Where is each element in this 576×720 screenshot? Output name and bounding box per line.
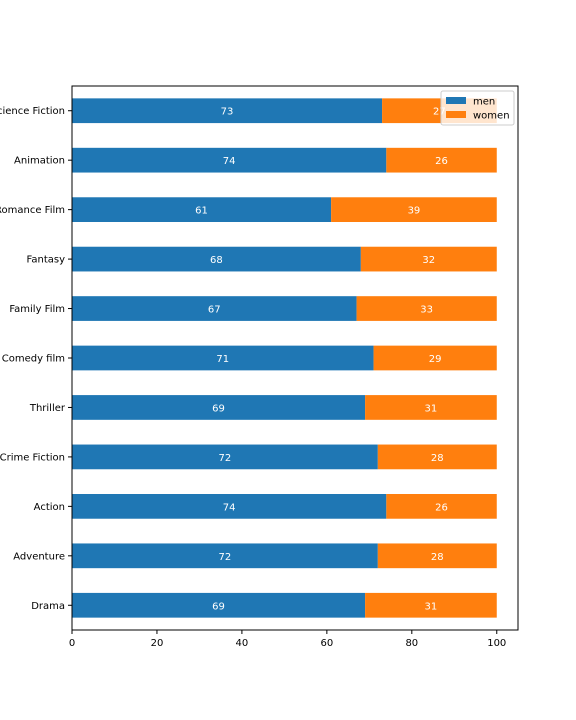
bar-value-label: 39 xyxy=(408,206,421,217)
bar-women xyxy=(356,296,497,321)
x-tick-label: 80 xyxy=(405,638,418,649)
bar-value-label: 26 xyxy=(435,502,448,513)
bar-women xyxy=(377,444,497,470)
bar-value-label: 29 xyxy=(429,354,442,365)
bar-value-label: 31 xyxy=(425,601,438,612)
x-tick-label: 0 xyxy=(69,638,75,649)
bar-men xyxy=(72,444,378,470)
bar-value-label: 71 xyxy=(216,354,229,365)
bar-value-label: 74 xyxy=(223,156,236,167)
bar-men xyxy=(72,494,387,519)
y-tick-label: Science Fiction xyxy=(0,106,65,117)
bar-men xyxy=(72,98,383,124)
bar-value-label: 28 xyxy=(431,552,444,563)
bar-value-label: 73 xyxy=(221,107,234,118)
legend-swatch-women xyxy=(446,111,466,118)
y-tick-label: Animation xyxy=(14,156,65,167)
bar-value-label: 72 xyxy=(219,552,232,563)
bar-men xyxy=(72,147,387,173)
x-tick-label: 60 xyxy=(320,638,333,649)
y-axis: Drama Adventure Action Crime Fiction Thrille… xyxy=(0,106,72,612)
y-tick-label: Family Film xyxy=(9,304,65,315)
x-tick-label: 40 xyxy=(236,638,249,649)
bar-value-label: 33 xyxy=(420,305,433,316)
bar-men xyxy=(72,197,332,222)
bar-value-label: 69 xyxy=(212,601,225,612)
bar-value-label: 74 xyxy=(223,502,236,513)
y-tick-label: Fantasy xyxy=(27,255,66,266)
bar-value-label: 32 xyxy=(422,255,435,266)
bar-men xyxy=(72,246,361,272)
legend-swatch-men xyxy=(446,97,466,104)
bar-women xyxy=(331,197,497,222)
bar-value-label: 28 xyxy=(431,453,444,464)
bar-women xyxy=(360,246,497,272)
bar-men xyxy=(72,296,357,321)
bar-value-label: 27 xyxy=(433,107,446,118)
y-tick-label: Comedy film xyxy=(2,354,65,365)
y-tick-label: Drama xyxy=(31,601,65,612)
legend-label: men xyxy=(473,97,495,108)
bar-women xyxy=(365,395,497,420)
bar-labels: 69 31 72 28 74 26 72 28 69 31 71 29 67 33 68 32 61 39 74 26… xyxy=(195,107,448,613)
y-tick-label: Romance Film xyxy=(0,205,65,216)
bar-value-label: 67 xyxy=(208,305,221,316)
legend: men women xyxy=(440,90,515,126)
bar-men xyxy=(72,395,366,420)
bar-women xyxy=(365,592,497,618)
bar-value-label: 68 xyxy=(210,255,223,266)
bar-men xyxy=(72,543,378,569)
legend-label: women xyxy=(473,111,510,122)
bar-value-label: 69 xyxy=(212,403,225,414)
y-tick-label: Thriller xyxy=(29,403,66,414)
bar-value-label: 72 xyxy=(219,453,232,464)
x-tick-label: 100 xyxy=(487,638,506,649)
x-axis: 0 20 40 60 80 100 xyxy=(69,630,506,649)
x-tick-label: 20 xyxy=(151,638,164,649)
bar-women xyxy=(377,543,497,569)
bar-women xyxy=(386,494,497,519)
bar-value-label: 26 xyxy=(435,156,448,167)
bar-value-label: 31 xyxy=(425,403,438,414)
bar-men xyxy=(72,345,374,371)
bar-men xyxy=(72,592,366,618)
y-tick-label: Action xyxy=(34,502,65,513)
bar-women xyxy=(373,345,497,371)
bar-value-label: 61 xyxy=(195,206,208,217)
y-tick-label: Adventure xyxy=(13,551,65,562)
bars xyxy=(72,98,497,618)
y-tick-label: Crime Fiction xyxy=(0,452,65,463)
bar-women xyxy=(386,147,497,173)
